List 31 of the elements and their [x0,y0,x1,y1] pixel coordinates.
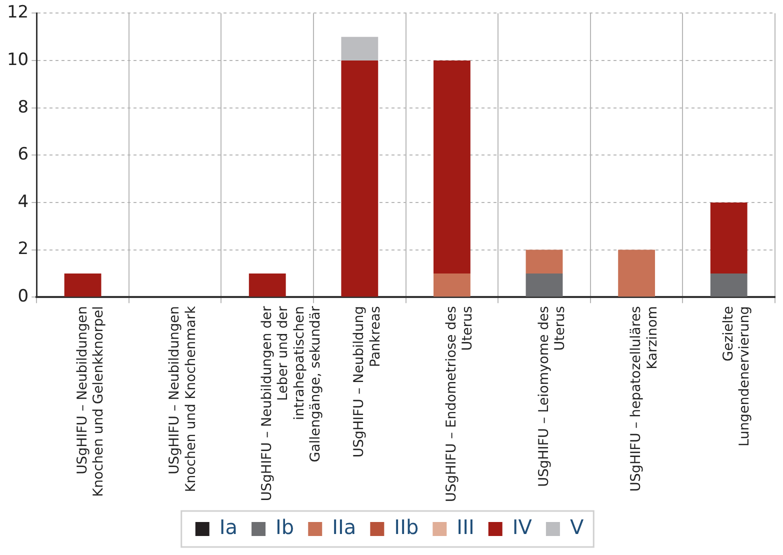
y-tick-label: 0 [18,286,29,307]
x-tick-label: USgHIFU – Leiomyome des Uterus [536,306,568,487]
bar [434,60,470,274]
legend-label: Ia [219,515,238,540]
bar [526,250,563,274]
bar [434,273,470,297]
bar [341,60,378,297]
x-tick-label: USgHIFU – Endometriose des Uterus [443,306,476,502]
bar [64,273,102,297]
y-tick-label: 12 [6,2,29,23]
y-tick-label: 4 [18,192,29,212]
bar [526,273,563,297]
x-tick-label: USgHIFU – Neubildungen der Leber und der intrahepatischen Gallengänge, sekundär [258,306,324,502]
y-tick-label: 8 [18,97,29,118]
bar [710,273,748,297]
x-tick-label: USgHIFU – Neubildungen Knochen und Knochenmark [166,306,199,492]
y-tick-label: 2 [18,239,29,260]
bar [618,250,656,297]
x-tick-label: USgHIFU – hepatozelluläres Karzinom [628,306,660,492]
y-tick-label: 10 [6,50,29,70]
legend-label: III [456,515,474,540]
legend-label: IIa [332,515,356,540]
x-tick-label: USgHIFU – Neubildungen Knochen und Gelenkknorpel [74,306,106,497]
legend-label: V [570,515,584,540]
bar [710,202,748,274]
y-tick-label: 6 [18,144,29,165]
legend-label: Ib [276,515,294,540]
legend-label: IIb [394,515,419,540]
x-tick-label: Gezielte Lungendenervierung [720,306,753,447]
bar [248,273,286,297]
legend-label: IV [512,515,532,540]
